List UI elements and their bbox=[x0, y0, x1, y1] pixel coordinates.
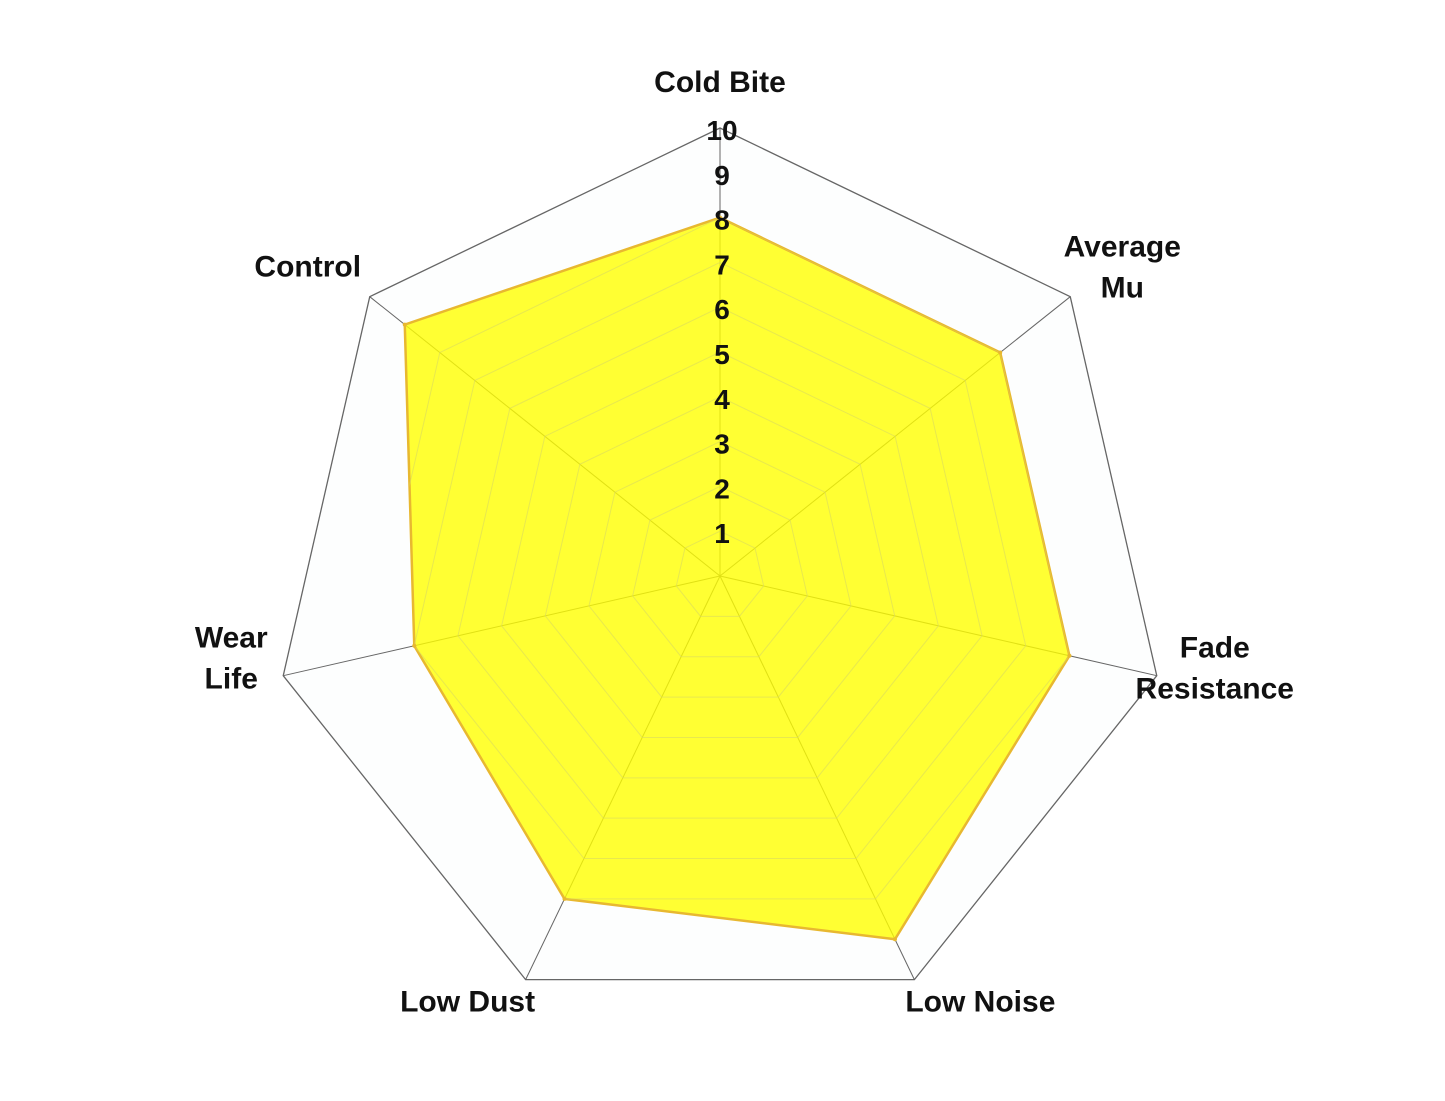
tick-label: 7 bbox=[714, 249, 730, 280]
axis-label-6: Control bbox=[254, 251, 361, 284]
data-point-0 bbox=[718, 215, 722, 220]
tick-label: 9 bbox=[714, 160, 730, 191]
tick-label: 2 bbox=[714, 473, 730, 504]
inner-grid-ring bbox=[413, 261, 1027, 860]
tick-label: 3 bbox=[714, 429, 730, 460]
data-point-1 bbox=[998, 350, 1003, 355]
data-point-6 bbox=[402, 322, 407, 327]
data-area bbox=[403, 216, 1071, 941]
tick-label: 1 bbox=[714, 518, 730, 549]
tick-label: 8 bbox=[714, 205, 730, 236]
tick-label: 10 bbox=[706, 115, 737, 146]
tick-label: 6 bbox=[714, 294, 730, 325]
data-point-2 bbox=[1067, 653, 1072, 658]
inner-grid-ring bbox=[675, 530, 765, 617]
axis-label-3: Low Noise bbox=[905, 986, 1055, 1019]
inner-grid-ring bbox=[457, 306, 983, 819]
axis-label-2: Fade Resistance bbox=[1136, 632, 1294, 706]
data-point-5 bbox=[412, 643, 417, 648]
axis-label-5: Wear Life bbox=[195, 622, 268, 696]
data-point-3 bbox=[892, 937, 897, 942]
axis-label-0: Cold Bite bbox=[654, 66, 786, 99]
tick-label: 5 bbox=[714, 339, 730, 370]
axis-label-1: Average Mu bbox=[1064, 231, 1181, 305]
axis-label-4: Low Dust bbox=[400, 986, 535, 1019]
inner-grid-ring bbox=[588, 441, 852, 698]
data-point-4 bbox=[562, 896, 567, 901]
inner-grid-ring bbox=[501, 351, 939, 779]
inner-grid-ring bbox=[632, 485, 808, 658]
inner-grid-ring bbox=[544, 396, 896, 738]
tick-label: 4 bbox=[714, 384, 730, 415]
